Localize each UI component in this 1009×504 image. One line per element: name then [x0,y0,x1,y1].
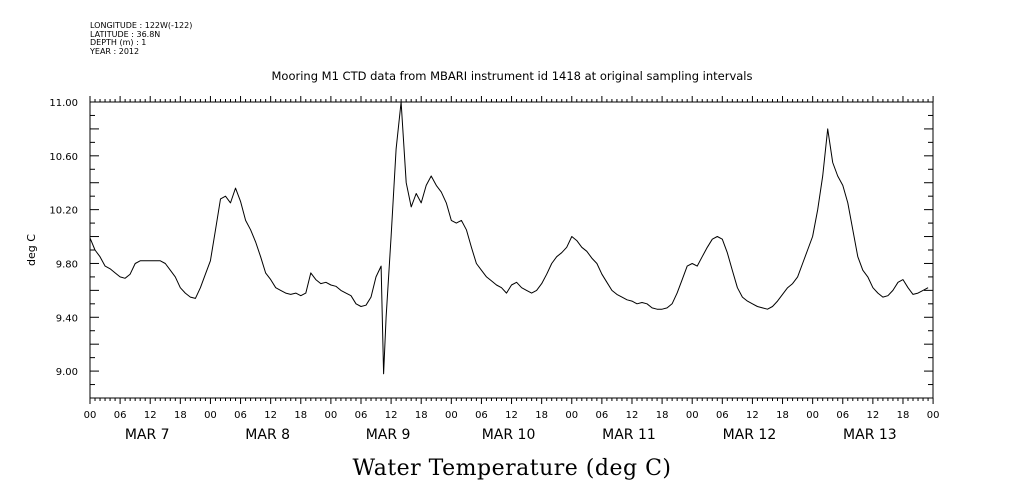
x-hour-label: 00 [325,410,338,421]
chart-title: Mooring M1 CTD data from MBARI instrumen… [272,69,753,83]
year-label: YEAR : 2012 [90,46,140,56]
x-hour-label: 00 [84,410,97,421]
x-hour-label: 00 [686,410,699,421]
x-hour-label: 12 [626,410,639,421]
longitude-label: LONGITUDE : 122W(-122) [90,21,193,30]
x-hour-label: 00 [927,410,940,421]
y-tick-label: 9.40 [56,313,78,324]
y-axis-label: deg C [25,234,38,266]
x-hour-label: 18 [535,410,548,421]
x-hour-label: 06 [234,410,247,421]
x-hour-label: 18 [294,410,307,421]
y-tick-label: 9.80 [56,259,78,270]
x-axis: 00 06 12 18 00 06 12 18 00 06 12 18 00 06 12 18 00 06 12 18… [84,96,940,443]
x-hour-label: 00 [806,410,819,421]
series-layer [89,101,929,375]
x-day-label: MAR 9 [366,427,411,443]
x-hour-label: 06 [475,410,488,421]
depth-label: DEPTH (m) : 1 [90,38,147,48]
x-hour-label: 12 [866,410,879,421]
x-hour-label: 18 [174,410,187,421]
x-day-label: MAR 10 [482,427,536,443]
y-tick-label: 11.00 [49,98,78,109]
x-hour-label: 06 [596,410,609,421]
y-axis: 9.00 9.40 9.80 10.20 10.60 11.00 [49,98,933,386]
x-day-label: MAR 11 [602,427,656,443]
x-hour-label: 12 [385,410,398,421]
x-hour-label: 06 [355,410,368,421]
latitude-label: LATITUDE : 36.8N [90,29,161,39]
x-hour-label: 12 [144,410,157,421]
x-day-label: MAR 13 [843,427,897,443]
plot-frame [89,101,934,399]
series-line-0 [89,101,929,375]
x-hour-label: 18 [415,410,428,421]
x-day-label: MAR 8 [245,427,290,443]
x-hour-label: 06 [114,410,127,421]
metadata-block: LONGITUDE : 122W(-122) LATITUDE : 36.8N … [90,21,193,56]
y-tick-label: 10.20 [49,206,78,217]
x-hour-label: 18 [897,410,910,421]
x-hour-label: 00 [565,410,578,421]
x-day-label: MAR 7 [125,427,170,443]
y-tick-label: 9.00 [56,367,78,378]
x-day-label: MAR 12 [723,427,777,443]
x-hour-label: 18 [776,410,789,421]
x-hour-label: 00 [204,410,217,421]
x-axis-label: Water Temperature (deg C) [353,456,672,481]
y-tick-label: 10.60 [49,152,78,163]
x-hour-label: 06 [716,410,729,421]
x-hour-label: 18 [656,410,669,421]
x-hour-label: 00 [445,410,458,421]
x-hour-label: 12 [505,410,518,421]
x-hour-label: 06 [836,410,849,421]
x-hour-label: 12 [264,410,277,421]
x-hour-label: 12 [746,410,759,421]
